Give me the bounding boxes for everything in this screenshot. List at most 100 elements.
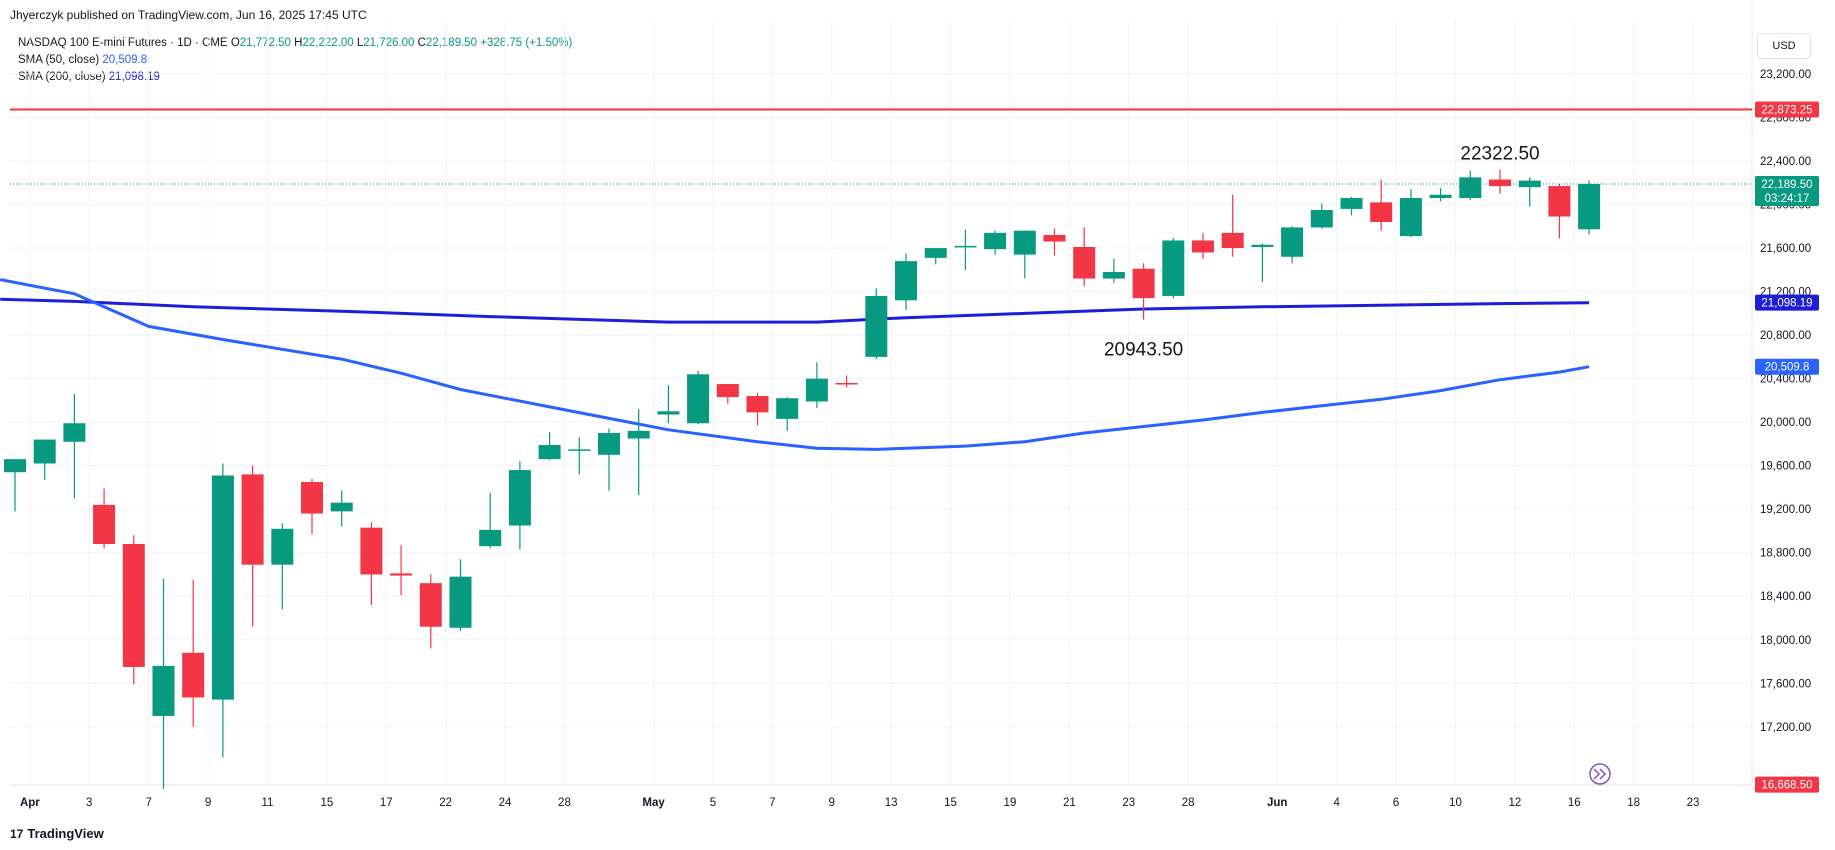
x-tick-label: 28	[558, 797, 571, 809]
x-tick-label: 10	[1449, 797, 1462, 809]
y-tick-label: 22,400.00	[1760, 156, 1811, 168]
x-tick-label: 7	[769, 797, 775, 809]
x-tick-label: 17	[380, 797, 393, 809]
candle-body	[598, 433, 620, 455]
candle-body	[776, 398, 799, 419]
sma50-label: SMA (50, close)	[18, 54, 100, 66]
grid-lines	[10, 0, 1753, 786]
x-tick-label: 21	[1063, 797, 1076, 809]
candle-body	[1429, 194, 1452, 199]
candle-body	[1281, 227, 1304, 257]
candle-body	[1578, 183, 1601, 230]
x-tick-label: 11	[261, 797, 273, 809]
y-tick-label: 20,800.00	[1760, 330, 1811, 342]
x-tick-label: May	[642, 797, 665, 809]
candle-body	[33, 439, 56, 464]
candle-body	[657, 411, 680, 415]
candle-body	[1073, 246, 1096, 279]
price-label-205098-bg	[1755, 358, 1819, 375]
x-tick-label: 9	[829, 797, 835, 809]
sma200-line	[0, 297, 1590, 324]
candle-body	[241, 474, 264, 565]
candle-body	[63, 423, 86, 442]
candle-body	[835, 382, 858, 385]
candle-body	[360, 527, 383, 575]
candle-body	[1162, 240, 1185, 296]
candle-body	[1459, 177, 1482, 199]
y-tick-label: 19,200.00	[1760, 504, 1811, 516]
y-tick-label: 17,200.00	[1760, 722, 1811, 734]
x-tick-label: 24	[499, 797, 512, 809]
candle-body	[746, 396, 769, 413]
annotations: 22322.50 20943.50	[1104, 143, 1540, 360]
price-label-2109819-bg	[1755, 294, 1819, 311]
change-value: +328.75 (+1.50%)	[480, 37, 573, 49]
candle-body	[538, 445, 561, 460]
price-labels: 22,873.25 22,189.50 03:24:17 21,098.19 20,50…	[1755, 101, 1819, 793]
price-label-2287325: 22,873.25	[1761, 105, 1812, 117]
x-tick-label: 16	[1568, 797, 1581, 809]
candle-body	[1489, 179, 1511, 187]
y-tick-label: 18,400.00	[1760, 591, 1811, 603]
x-tick-label: 7	[145, 797, 151, 809]
brand-name: TradingView	[27, 826, 104, 841]
candle-body	[1548, 186, 1571, 217]
candle-body	[330, 502, 353, 512]
price-label-1666850-bg	[1755, 776, 1819, 793]
candle-body	[419, 583, 442, 627]
countdown-label: 03:24:17	[1765, 193, 1810, 205]
candle-body	[716, 384, 739, 398]
price-annotation: 20943.50	[1104, 340, 1183, 361]
candle-body	[687, 374, 710, 424]
tradingview-logo-icon: 17	[10, 827, 24, 841]
candle-body	[271, 528, 294, 565]
candle-body	[954, 245, 977, 248]
x-tick-label: Apr	[20, 797, 40, 809]
x-tick-label: 15	[944, 797, 957, 809]
candle-body	[1102, 272, 1125, 279]
candle-body	[1251, 244, 1274, 247]
y-tick-label: 19,600.00	[1760, 461, 1811, 473]
time-axis[interactable]: Apr 3 7 9 11 15 17 22 24 28 May 5 7 9 13 15 19 21 23 28 Jun 4…	[20, 797, 1700, 809]
x-tick-label: 9	[205, 797, 211, 809]
candle-body	[449, 576, 472, 628]
y-tick-label: 17,600.00	[1760, 678, 1811, 690]
candle-body	[152, 665, 175, 716]
candle-body	[984, 232, 1007, 250]
candle-body	[122, 544, 145, 667]
x-tick-label: 28	[1182, 797, 1195, 809]
candle-body	[301, 482, 323, 514]
price-label-2218950: 22,189.50	[1761, 179, 1812, 191]
x-tick-label: 6	[1393, 797, 1399, 809]
x-tick-label: 12	[1508, 797, 1521, 809]
price-chart[interactable]: 23,200.0022,800.0022,400.0022,000.0021,6…	[0, 0, 1835, 820]
candle-body	[1132, 268, 1155, 299]
scroll-to-realtime-icon[interactable]	[1589, 763, 1611, 785]
price-axis[interactable]: 23,200.0022,800.0022,400.0022,000.0021,6…	[1760, 69, 1811, 734]
candle-body	[924, 248, 947, 258]
currency-button[interactable]: USD	[1757, 33, 1811, 59]
sma50-legend[interactable]: SMA (50, close) 20,509.8	[18, 52, 572, 69]
y-tick-label: 21,600.00	[1760, 243, 1811, 255]
sma50-line	[0, 278, 1590, 451]
ohlc-row: NASDAQ 100 E-mini Futures · 1D · CME O21…	[18, 35, 572, 52]
candle-body	[568, 449, 591, 451]
candle-body	[1310, 210, 1333, 228]
price-annotation: 22322.50	[1460, 143, 1539, 164]
indicator-lines	[0, 108, 1752, 451]
symbol-label[interactable]: NASDAQ 100 E-mini Futures · 1D · CME	[18, 37, 228, 49]
y-tick-label: 20,400.00	[1760, 374, 1811, 386]
x-tick-label: 13	[885, 797, 898, 809]
x-tick-label: 23	[1122, 797, 1135, 809]
candle-body	[390, 573, 413, 576]
price-label-2218950-bg	[1755, 175, 1819, 206]
x-tick-label: 19	[1004, 797, 1017, 809]
candle-body	[211, 475, 234, 700]
candle-body	[865, 295, 888, 357]
low-label: L	[356, 37, 364, 49]
y-tick-label: 18,800.00	[1760, 548, 1811, 560]
x-tick-label: 3	[86, 797, 92, 809]
candle-body	[508, 470, 531, 526]
chart-legend: NASDAQ 100 E-mini Futures · 1D · CME O21…	[18, 35, 572, 86]
x-tick-label: 15	[320, 797, 333, 809]
